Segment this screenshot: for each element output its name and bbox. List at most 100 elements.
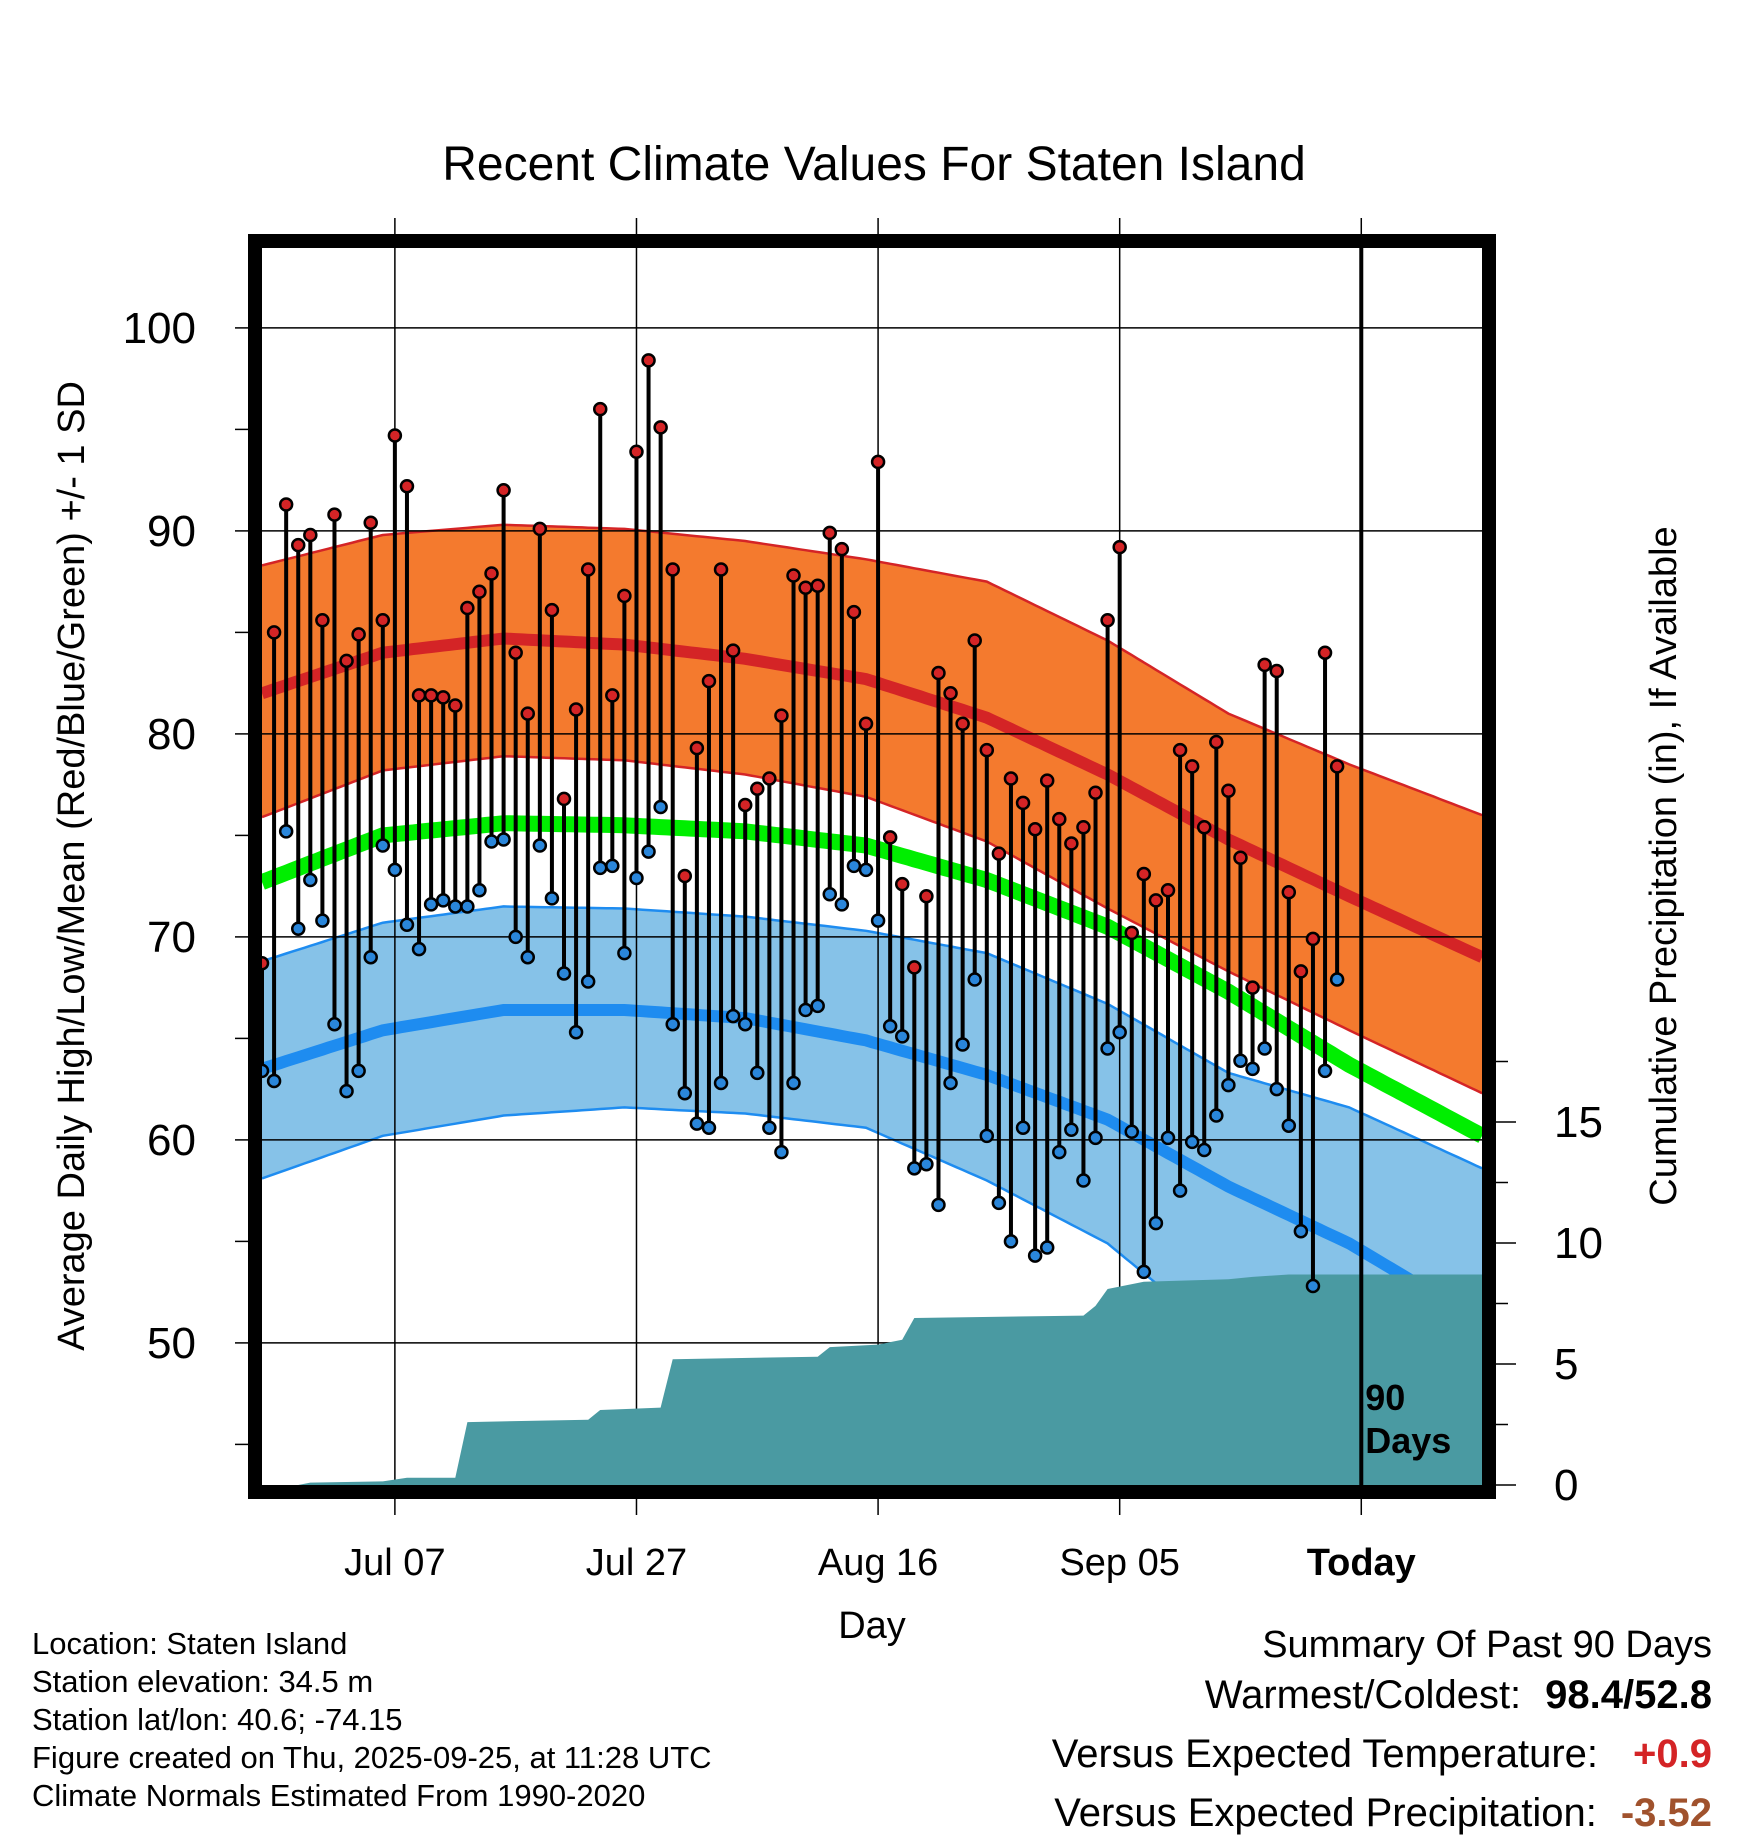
obs-low-dot-42 bbox=[762, 1120, 777, 1135]
obs-low-dot-63 bbox=[1015, 1120, 1031, 1135]
normal-high-band bbox=[262, 524, 1482, 1094]
obs-high-dot-50 bbox=[858, 716, 874, 731]
obs-low-dot-23 bbox=[532, 838, 548, 853]
x-tick-label-sep-05: Sep 05 bbox=[1059, 1542, 1179, 1584]
obs-high-dot-9 bbox=[363, 515, 378, 531]
obs-low-dot-9 bbox=[363, 949, 378, 965]
normal-low-line bbox=[262, 1004, 1482, 1328]
obs-low-dot-88 bbox=[1317, 1063, 1333, 1079]
obs-low-dot-50 bbox=[858, 862, 874, 878]
obs-low-dot-28 bbox=[592, 860, 608, 876]
obs-high-dot-5 bbox=[315, 612, 330, 628]
obs-high-dot-35 bbox=[677, 868, 693, 884]
obs-low-dot-86 bbox=[1293, 1224, 1309, 1239]
y-left-tick-label-60: 60 bbox=[147, 1116, 196, 1165]
obs-high-dot-64 bbox=[1027, 822, 1043, 837]
obs-low-dot-0 bbox=[262, 1063, 270, 1079]
obs-low-dot-39 bbox=[725, 1008, 741, 1024]
obs-high-dot-25 bbox=[556, 791, 572, 807]
obs-high-dot-31 bbox=[629, 444, 644, 459]
x-tick-label-jul-27: Jul 27 bbox=[586, 1542, 687, 1584]
chart-title: Recent Climate Values For Staten Island bbox=[442, 138, 1306, 191]
obs-low-dot-1 bbox=[266, 1073, 282, 1089]
obs-high-dot-23 bbox=[532, 521, 548, 537]
obs-low-dot-68 bbox=[1076, 1173, 1091, 1188]
obs-low-dot-34 bbox=[665, 1016, 680, 1032]
obs-high-dot-79 bbox=[1209, 734, 1224, 750]
x-axis-label: Day bbox=[838, 1605, 906, 1647]
obs-high-dot-51 bbox=[870, 454, 886, 470]
obs-low-dot-35 bbox=[677, 1085, 693, 1101]
obs-high-dot-60 bbox=[979, 742, 995, 758]
obs-high-dot-58 bbox=[955, 716, 970, 731]
obs-low-dot-55 bbox=[919, 1157, 934, 1172]
obs-high-dot-59 bbox=[967, 633, 982, 648]
obs-high-dot-66 bbox=[1052, 811, 1067, 827]
obs-low-dot-77 bbox=[1184, 1134, 1200, 1150]
x-tick-label-jul-07: Jul 07 bbox=[344, 1542, 445, 1584]
obs-high-dot-80 bbox=[1221, 783, 1236, 798]
summary-precip-label: Versus Expected Precipitation: bbox=[1054, 1791, 1597, 1835]
obs-low-dot-58 bbox=[955, 1037, 970, 1052]
info-latlon: Station lat/lon: 40.6; -74.15 bbox=[32, 1702, 403, 1737]
obs-high-dot-27 bbox=[580, 562, 596, 577]
obs-low-dot-69 bbox=[1088, 1130, 1103, 1146]
obs-high-dot-3 bbox=[290, 537, 306, 553]
obs-high-dot-53 bbox=[894, 876, 910, 892]
obs-high-dot-52 bbox=[882, 830, 898, 845]
obs-high-dot-57 bbox=[943, 686, 958, 701]
obs-low-dot-26 bbox=[568, 1025, 584, 1040]
summary-temp-value: +0.9 bbox=[1633, 1732, 1712, 1776]
y-right-tick-label-5: 5 bbox=[1554, 1340, 1578, 1389]
obs-low-dot-15 bbox=[435, 893, 451, 908]
obs-high-dot-73 bbox=[1136, 866, 1152, 882]
obs-high-dot-86 bbox=[1293, 964, 1309, 979]
obs-high-dot-81 bbox=[1233, 850, 1248, 865]
y-right-tick-label-15: 15 bbox=[1554, 1098, 1603, 1147]
obs-low-dot-79 bbox=[1209, 1108, 1224, 1123]
obs-high-dot-13 bbox=[411, 688, 427, 703]
obs-low-dot-85 bbox=[1281, 1118, 1297, 1133]
y-left-tick-label-90: 90 bbox=[147, 507, 196, 556]
y-right-tick-label-0: 0 bbox=[1554, 1461, 1578, 1510]
summary-temp-row: Versus Expected Temperature: +0.9 bbox=[1052, 1729, 1712, 1788]
obs-high-dot-8 bbox=[351, 627, 366, 642]
obs-low-dot-75 bbox=[1160, 1130, 1176, 1146]
obs-low-dot-49 bbox=[846, 858, 862, 874]
y-axis-label-right: Cumulative Precipitation (in), If Availa… bbox=[1643, 526, 1685, 1205]
summary-panel: Summary Of Past 90 Days Warmest/Coldest:… bbox=[1052, 1620, 1712, 1847]
obs-high-dot-49 bbox=[846, 604, 862, 620]
obs-low-dot-4 bbox=[303, 872, 318, 888]
obs-high-dot-30 bbox=[617, 588, 632, 604]
y-left-tick-label-80: 80 bbox=[147, 710, 196, 759]
obs-low-dot-37 bbox=[701, 1120, 717, 1135]
obs-low-dot-38 bbox=[713, 1075, 729, 1091]
obs-low-dot-67 bbox=[1064, 1122, 1079, 1137]
obs-low-dot-5 bbox=[315, 913, 330, 928]
obs-high-dot-74 bbox=[1148, 893, 1164, 908]
y-right-tick-label-10: 10 bbox=[1554, 1219, 1603, 1268]
obs-high-dot-40 bbox=[737, 797, 753, 813]
obs-low-dot-43 bbox=[774, 1144, 789, 1160]
obs-low-dot-78 bbox=[1196, 1142, 1212, 1158]
obs-high-dot-61 bbox=[991, 846, 1007, 861]
obs-low-dot-61 bbox=[991, 1195, 1007, 1211]
obs-low-dot-33 bbox=[653, 799, 668, 815]
obs-high-dot-62 bbox=[1003, 771, 1019, 786]
obs-low-dot-71 bbox=[1112, 1025, 1127, 1040]
obs-low-dot-65 bbox=[1039, 1240, 1055, 1255]
obs-low-dot-51 bbox=[870, 913, 886, 928]
obs-low-dot-10 bbox=[375, 838, 391, 853]
obs-high-dot-33 bbox=[653, 420, 668, 435]
precip-area bbox=[262, 1274, 1482, 1485]
obs-high-dot-29 bbox=[605, 688, 620, 703]
obs-high-dot-78 bbox=[1196, 820, 1212, 835]
obs-high-dot-11 bbox=[387, 428, 403, 443]
obs-high-dot-69 bbox=[1088, 785, 1103, 801]
obs-low-dot-40 bbox=[737, 1016, 753, 1032]
info-created: Figure created on Thu, 2025-09-25, at 11… bbox=[32, 1740, 712, 1775]
obs-low-dot-60 bbox=[979, 1128, 995, 1144]
obs-high-dot-32 bbox=[641, 353, 656, 368]
